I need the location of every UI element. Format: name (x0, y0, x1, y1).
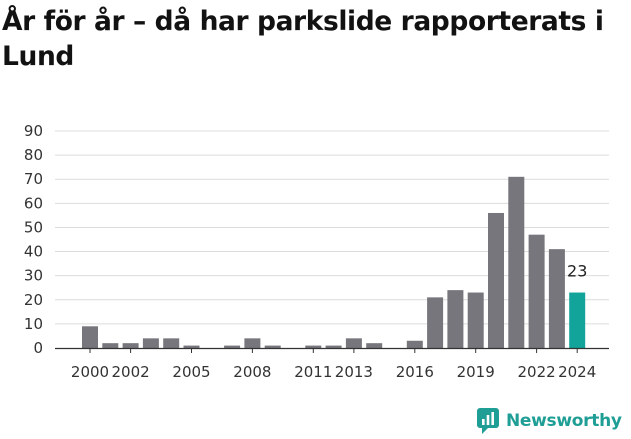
bar-2017 (427, 297, 444, 348)
newsworthy-logo[interactable]: Newsworthy (476, 407, 622, 435)
bar-2024 (569, 292, 586, 348)
brand-name: Newsworthy (506, 411, 622, 431)
y-tick-label: 50 (24, 218, 43, 236)
bar-2014 (366, 343, 383, 348)
y-tick-label: 20 (24, 291, 43, 309)
bar-2000 (82, 326, 98, 348)
bar-chart-pin-icon (477, 408, 499, 434)
bar-2018 (447, 290, 464, 348)
y-tick-label: 30 (24, 267, 43, 285)
bar-2001 (102, 343, 119, 348)
x-tick-label: 2008 (233, 363, 271, 381)
x-tick-label: 2002 (112, 363, 150, 381)
bar-2020 (488, 212, 504, 348)
y-tick-label: 40 (24, 243, 43, 261)
x-tick-label: 2011 (294, 363, 332, 381)
bar-2004 (163, 338, 180, 348)
x-tick-label: 2000 (71, 363, 109, 381)
data-label-2024: 23 (567, 262, 587, 281)
bar-2022 (528, 234, 545, 348)
x-tick-label: 2005 (172, 363, 210, 381)
y-tick-label: 70 (24, 170, 43, 188)
bar-2008 (244, 338, 261, 348)
x-tick-label: 2016 (396, 363, 434, 381)
bar-2021 (508, 176, 525, 348)
x-tick-label: 2024 (558, 363, 596, 381)
x-tick-label: 2013 (335, 363, 373, 381)
y-tick-label: 80 (24, 146, 43, 164)
bar-2019 (467, 292, 484, 348)
bar-2003 (142, 338, 159, 348)
bar-2002 (122, 343, 139, 348)
bar-2016 (406, 340, 423, 348)
y-tick-label: 60 (24, 194, 43, 212)
bar-2009 (264, 345, 281, 348)
bar-2013 (345, 338, 362, 348)
bar-2007 (224, 345, 241, 348)
bar-2023 (548, 249, 565, 348)
y-tick-label: 0 (33, 339, 43, 357)
bar-2011 (305, 345, 322, 348)
y-tick-label: 10 (24, 315, 43, 333)
bar-2005 (183, 345, 200, 348)
x-tick-label: 2019 (457, 363, 495, 381)
bar-2012 (325, 345, 342, 348)
x-tick-label: 2022 (518, 363, 556, 381)
chart-title: År för år – då har parkslide rapporterat… (2, 6, 604, 72)
y-tick-label: 90 (24, 122, 43, 140)
